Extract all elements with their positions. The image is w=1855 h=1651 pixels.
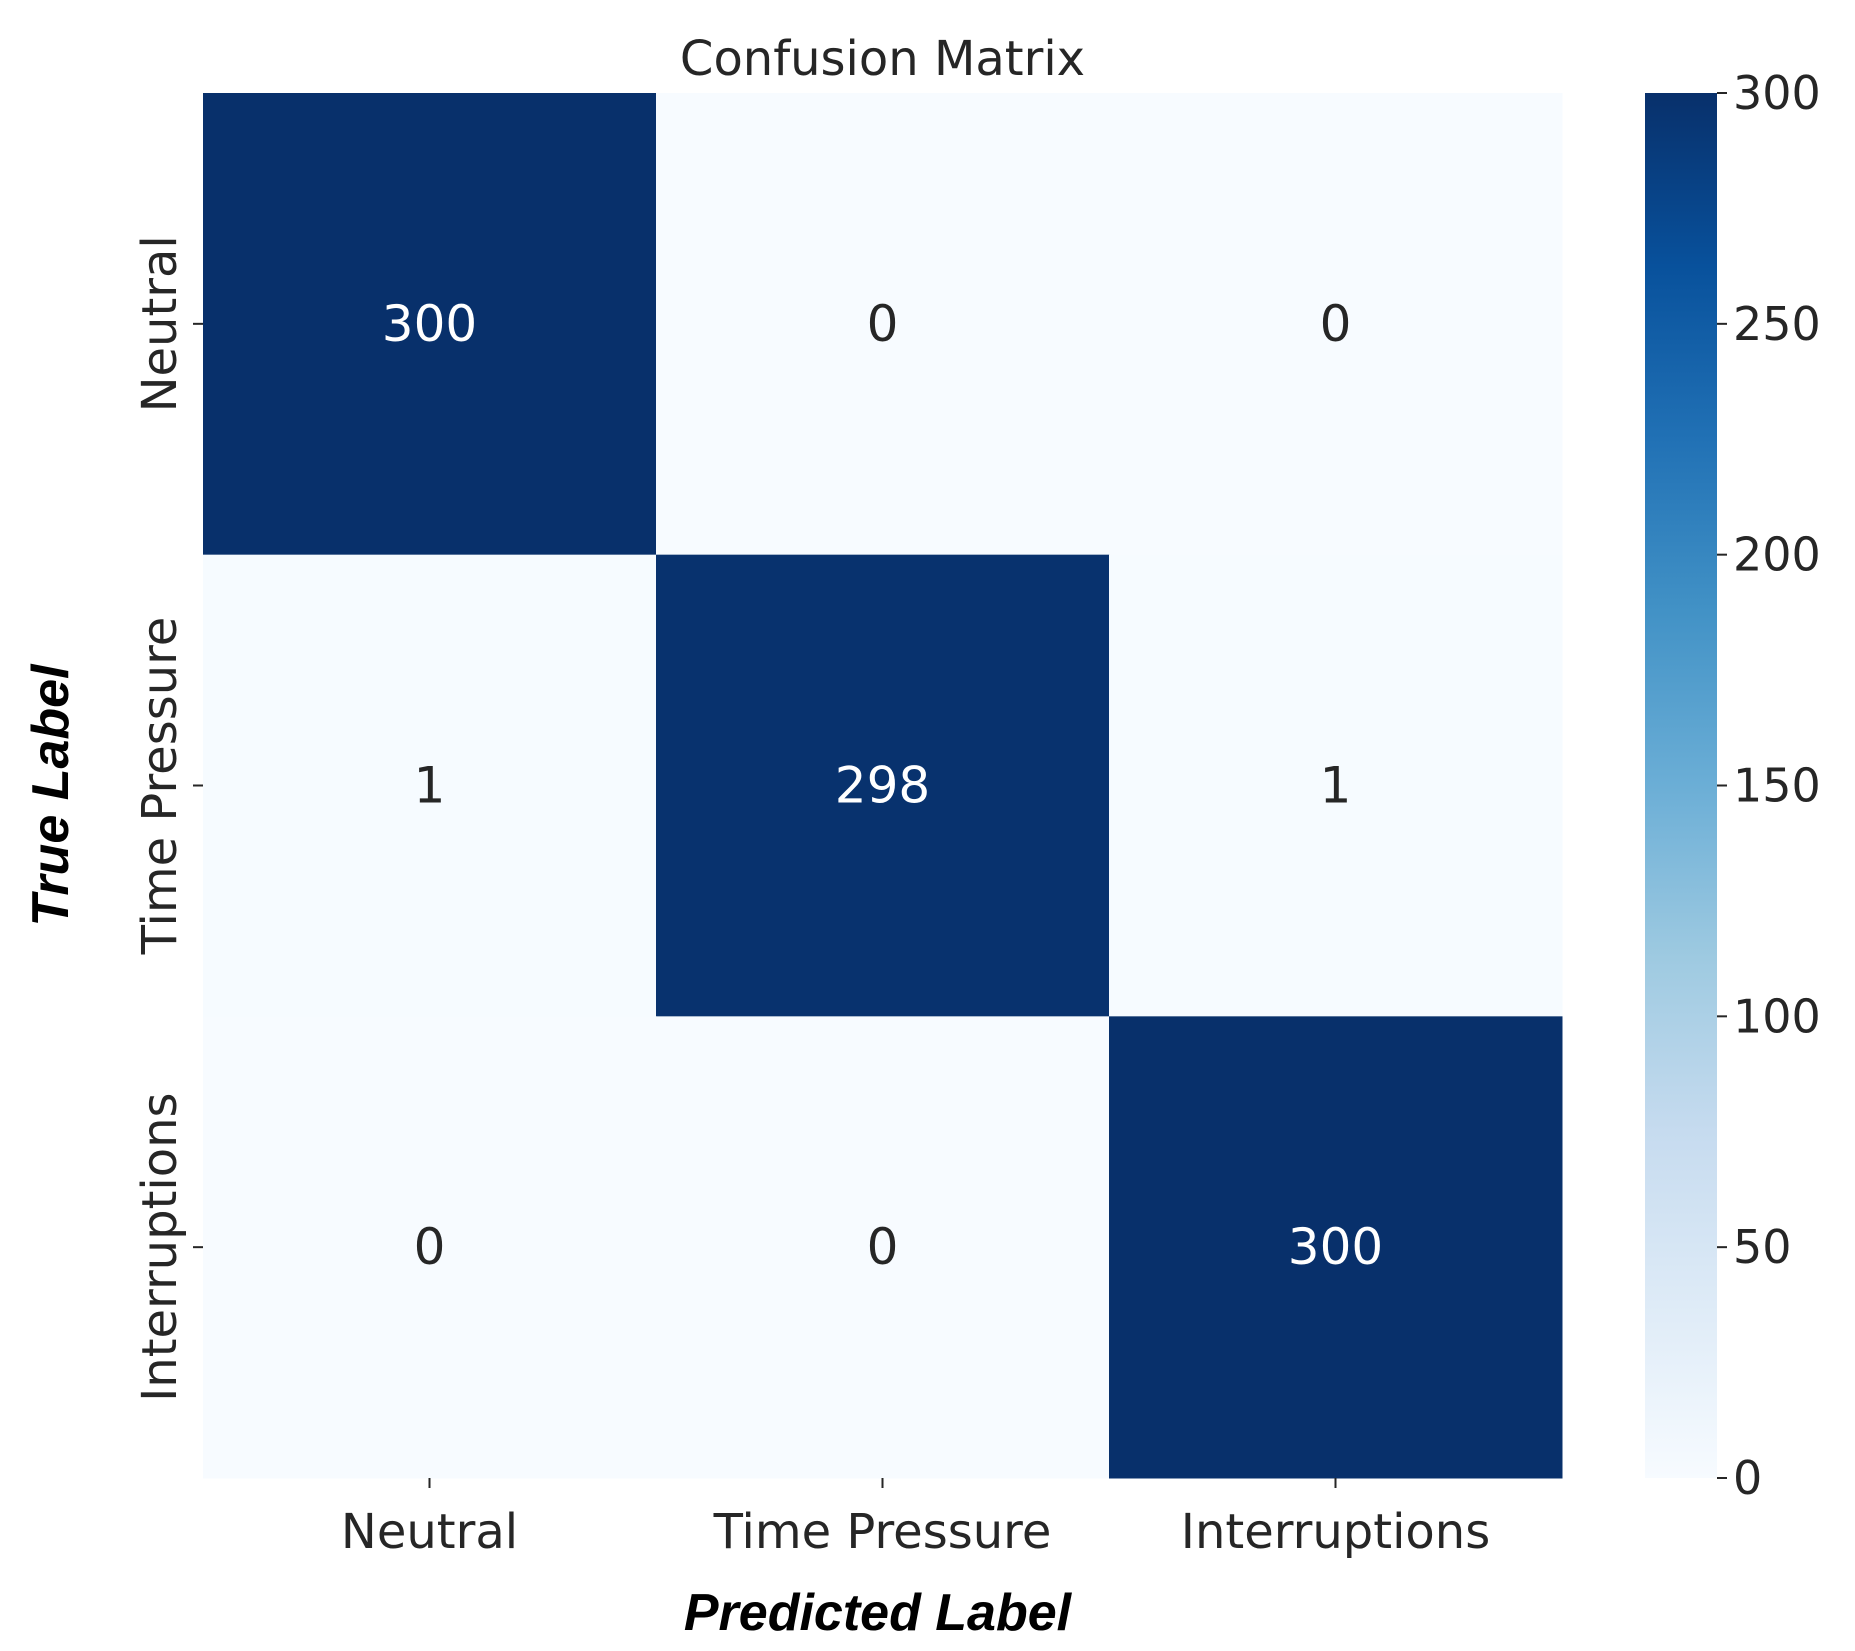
heatmap-cell [203,554,657,1017]
x-tick-label: Neutral [341,1504,518,1560]
chart-title: Confusion Matrix [680,31,1085,87]
colorbar-tick-label: 300 [1733,66,1821,120]
cell-value-label: 300 [1288,1218,1383,1276]
colorbar-tick-label: 200 [1733,528,1821,582]
colorbar-tick-label: 150 [1733,759,1821,813]
colorbar-tick-label: 0 [1733,1451,1762,1505]
x-axis-label: Predicted Label [684,1584,1073,1642]
colorbar-tick-label: 250 [1733,297,1821,351]
heatmap-cell-labels: 300 0 0 1 298 1 0 0 300 [382,295,1383,1276]
heatmap-cell [1109,554,1563,1017]
x-tick-label: Interruptions [1181,1504,1490,1560]
cell-value-label: 0 [867,295,899,353]
x-axis-ticks: Neutral Time Pressure Interruptions [341,1478,1490,1560]
cell-value-label: 298 [835,757,930,815]
heatmap-cell [203,93,657,556]
y-axis-label: True Label [22,663,80,927]
heatmap-cell [656,93,1110,556]
colorbar-tick-label: 100 [1733,989,1821,1043]
cell-value-label: 1 [414,757,446,815]
cell-value-label: 0 [414,1218,446,1276]
heatmap-cell [1109,1016,1563,1479]
colorbar-ticks: 0 50 100 150 200 250 300 [1717,66,1821,1505]
y-axis-ticks: Neutral Time Pressure Interruptions [132,235,203,1402]
y-tick-label: Time Pressure [132,617,188,956]
x-tick-label: Time Pressure [713,1504,1052,1560]
heatmap-cells [203,93,1563,1479]
cell-value-label: 1 [1320,757,1352,815]
heatmap-cell [1109,93,1563,556]
heatmap-cell [656,554,1110,1017]
colorbar [1645,93,1717,1478]
y-tick-label: Neutral [132,235,188,412]
colorbar-tick-label: 50 [1733,1220,1792,1274]
cell-value-label: 0 [867,1218,899,1276]
heatmap-cell [203,1016,657,1479]
cell-value-label: 300 [382,295,477,353]
y-tick-label: Interruptions [132,1092,188,1401]
cell-value-label: 0 [1320,295,1352,353]
heatmap-cell [656,1016,1110,1479]
